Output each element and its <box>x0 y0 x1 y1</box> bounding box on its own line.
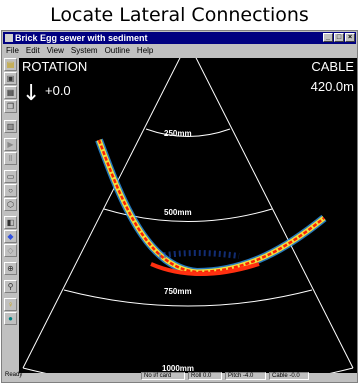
circle-icon[interactable]: ○ <box>4 184 17 197</box>
echo-middle <box>96 139 326 275</box>
app-icon <box>5 34 13 42</box>
menu-outline[interactable]: Outline <box>104 46 130 55</box>
maximize-button[interactable]: □ <box>334 33 344 42</box>
measure-icon[interactable]: ◧ <box>4 216 17 229</box>
title-bar: Brick Egg sewer with sediment _ □ × <box>3 32 356 44</box>
palette-icon[interactable]: ◆ <box>4 230 17 243</box>
app-window: Brick Egg sewer with sediment _ □ × File… <box>1 30 358 383</box>
zoom-icon[interactable]: ⚲ <box>4 280 17 293</box>
echo-core <box>97 139 325 274</box>
status-card: No i/f card <box>141 372 185 380</box>
figure-caption: Locate Lateral Connections <box>50 4 309 26</box>
menu-help[interactable]: Help <box>136 46 154 55</box>
cable-label: CABLE <box>311 59 354 74</box>
window-title: Brick Egg sewer with sediment <box>15 33 148 43</box>
rotation-label: ROTATION <box>22 59 87 74</box>
pause-icon[interactable]: Ⅱ <box>4 152 17 165</box>
status-bar: Ready No i/f card Roll 0.0 Pitch -4.0 Ca… <box>3 372 356 381</box>
menu-view[interactable]: View <box>46 46 64 55</box>
fan-right-edge <box>195 58 354 369</box>
copy-icon[interactable]: ❐ <box>4 100 17 113</box>
status-ready: Ready <box>5 372 23 378</box>
ring-500 <box>103 208 273 222</box>
echo-outer <box>95 138 327 277</box>
sonar-plot: 250mm 500mm 750mm 1000mm ROTATION ↓ +0.0… <box>22 58 354 373</box>
film-icon[interactable]: ▭ <box>4 170 17 183</box>
ring-label-250: 250mm <box>164 129 192 138</box>
grid-icon[interactable]: ▥ <box>4 120 17 133</box>
polygon-icon[interactable]: ⬡ <box>4 198 17 211</box>
menu-bar: File Edit View System Outline Help <box>3 45 356 56</box>
close-button[interactable]: × <box>345 33 355 42</box>
fan-left-edge <box>22 58 181 369</box>
ring-label-500: 500mm <box>164 208 192 217</box>
minimize-button[interactable]: _ <box>323 33 333 42</box>
save-icon[interactable]: ▣ <box>4 72 17 85</box>
crosshair-icon[interactable]: ⊕ <box>4 262 17 275</box>
menu-system[interactable]: System <box>70 46 98 55</box>
globe-icon[interactable]: ● <box>4 312 17 325</box>
tool-palette: ▤ ▣ ▦ ❐ ▥ ▶ Ⅱ ▭ ○ ⬡ ◧ ◆ ◇ ⊕ ⚲ ♀ ● <box>4 58 17 358</box>
rotation-value: +0.0 <box>45 83 71 98</box>
sediment-floor <box>150 262 260 276</box>
rotation-arrow-icon: ↓ <box>22 81 40 106</box>
marker-icon[interactable]: ♀ <box>4 298 17 311</box>
sediment-echo <box>95 138 327 277</box>
cable-value: 420.0m <box>311 79 354 94</box>
sonar-view[interactable]: 250mm 500mm 750mm 1000mm ROTATION ↓ +0.0… <box>19 58 357 373</box>
ring-label-750: 750mm <box>164 287 192 296</box>
range-rings <box>22 58 354 373</box>
status-cable: Cable -0.0 <box>269 372 309 380</box>
menu-file[interactable]: File <box>6 46 19 55</box>
ring-label-1000: 1000mm <box>162 364 194 373</box>
eraser-icon[interactable]: ◇ <box>4 244 17 257</box>
print-icon[interactable]: ▦ <box>4 86 17 99</box>
menu-edit[interactable]: Edit <box>25 46 40 55</box>
status-pitch: Pitch -4.0 <box>225 372 266 380</box>
ring-250 <box>145 128 231 137</box>
status-roll: Roll 0.0 <box>188 372 222 380</box>
ring-750 <box>63 289 313 307</box>
open-icon[interactable]: ▤ <box>4 58 17 71</box>
sediment-scatter <box>158 250 240 259</box>
play-icon[interactable]: ▶ <box>4 138 17 151</box>
